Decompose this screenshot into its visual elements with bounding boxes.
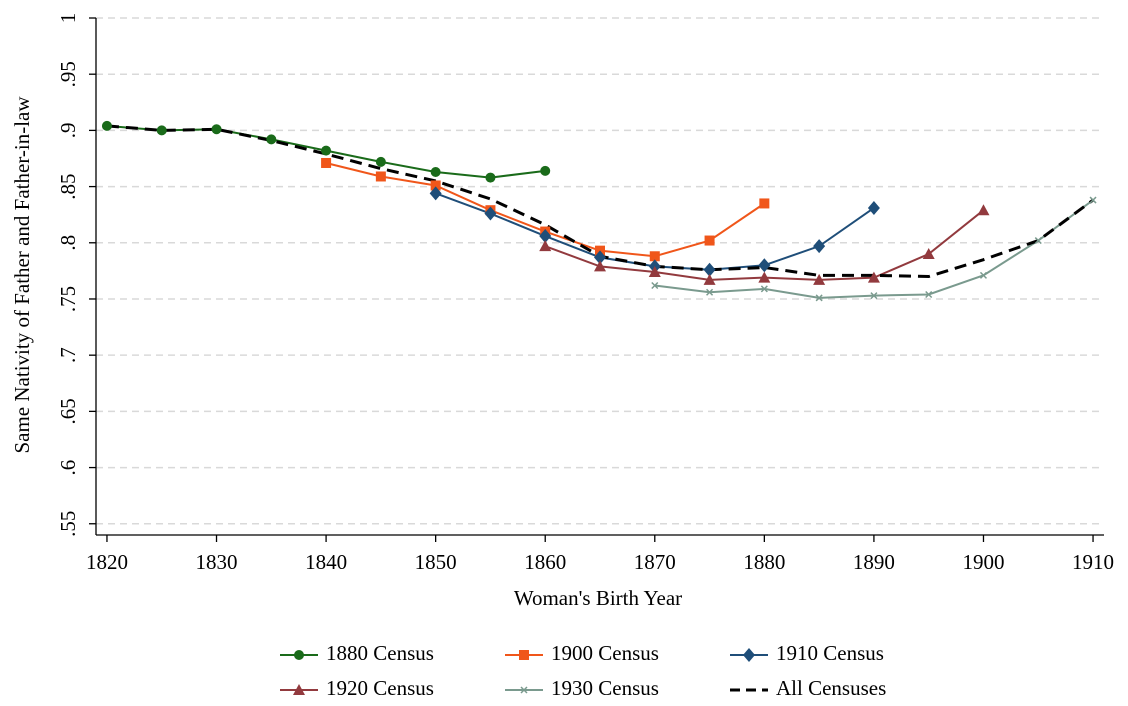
data-point bbox=[703, 273, 716, 285]
data-point bbox=[925, 290, 933, 299]
data-point bbox=[867, 200, 880, 215]
data-point bbox=[977, 204, 990, 216]
y-tick-label: .85 bbox=[56, 173, 80, 199]
data-point bbox=[321, 145, 332, 156]
legend-label: All Censuses bbox=[776, 676, 886, 700]
data-point bbox=[430, 180, 441, 191]
y-tick-label: .65 bbox=[56, 398, 80, 424]
data-point bbox=[539, 229, 552, 244]
x-tick-label: 1820 bbox=[86, 550, 128, 574]
data-point bbox=[759, 198, 770, 209]
x-tick-label: 1880 bbox=[743, 550, 785, 574]
data-point bbox=[703, 262, 716, 277]
legend-label: 1930 Census bbox=[551, 676, 659, 700]
data-point bbox=[375, 171, 386, 182]
data-point bbox=[429, 186, 442, 201]
data-point bbox=[594, 260, 606, 272]
data-point bbox=[484, 206, 497, 221]
data-point bbox=[539, 240, 552, 252]
data-point bbox=[485, 172, 496, 183]
legend-label: 1880 Census bbox=[326, 641, 434, 665]
y-tick-label: .95 bbox=[56, 61, 80, 87]
data-point bbox=[979, 271, 988, 279]
y-tick-label: .6 bbox=[56, 460, 80, 476]
data-point bbox=[156, 125, 167, 136]
legend-marker bbox=[294, 650, 304, 660]
y-tick-label: .7 bbox=[56, 347, 80, 363]
data-point bbox=[211, 124, 222, 135]
data-point bbox=[101, 120, 112, 131]
x-tick-label: 1870 bbox=[634, 550, 676, 574]
legend-marker bbox=[519, 650, 529, 660]
y-tick-label: .55 bbox=[56, 511, 80, 537]
x-tick-label: 1910 bbox=[1072, 550, 1114, 574]
data-point bbox=[375, 156, 386, 167]
y-tick-label: .9 bbox=[56, 123, 80, 139]
data-point bbox=[815, 294, 823, 302]
data-point bbox=[758, 258, 771, 273]
data-point bbox=[1089, 196, 1097, 204]
data-point bbox=[266, 134, 277, 145]
data-point bbox=[704, 235, 715, 246]
y-tick-label: 1 bbox=[56, 13, 80, 24]
data-point bbox=[813, 239, 826, 254]
data-point bbox=[1034, 237, 1042, 245]
legend-marker bbox=[520, 686, 528, 694]
data-point bbox=[594, 250, 606, 265]
legend-label: 1920 Census bbox=[326, 676, 434, 700]
y-tick-label: .8 bbox=[56, 235, 80, 251]
data-point bbox=[649, 251, 660, 262]
x-tick-label: 1850 bbox=[415, 550, 457, 574]
data-point bbox=[867, 271, 880, 283]
legend-label: 1900 Census bbox=[551, 641, 659, 665]
x-tick-label: 1900 bbox=[962, 550, 1004, 574]
data-point bbox=[540, 165, 551, 176]
data-point bbox=[760, 285, 768, 293]
legend-marker bbox=[293, 684, 305, 695]
x-tick-label: 1860 bbox=[524, 550, 566, 574]
data-point bbox=[648, 266, 661, 278]
data-point bbox=[870, 292, 878, 300]
legend-label: 1910 Census bbox=[776, 641, 884, 665]
data-point bbox=[813, 273, 826, 285]
x-tick-label: 1830 bbox=[196, 550, 238, 574]
data-point bbox=[430, 166, 441, 177]
data-point bbox=[758, 271, 771, 283]
data-point bbox=[922, 248, 935, 260]
data-point bbox=[706, 288, 714, 296]
data-point bbox=[651, 281, 659, 290]
x-tick-label: 1840 bbox=[305, 550, 347, 574]
legend-marker bbox=[743, 648, 755, 662]
y-tick-label: .75 bbox=[56, 286, 80, 312]
data-point bbox=[321, 157, 332, 168]
x-tick-label: 1890 bbox=[853, 550, 895, 574]
x-axis-label: Woman's Birth Year bbox=[514, 586, 682, 610]
y-axis-label: Same Nativity of Father and Father-in-la… bbox=[10, 96, 34, 454]
